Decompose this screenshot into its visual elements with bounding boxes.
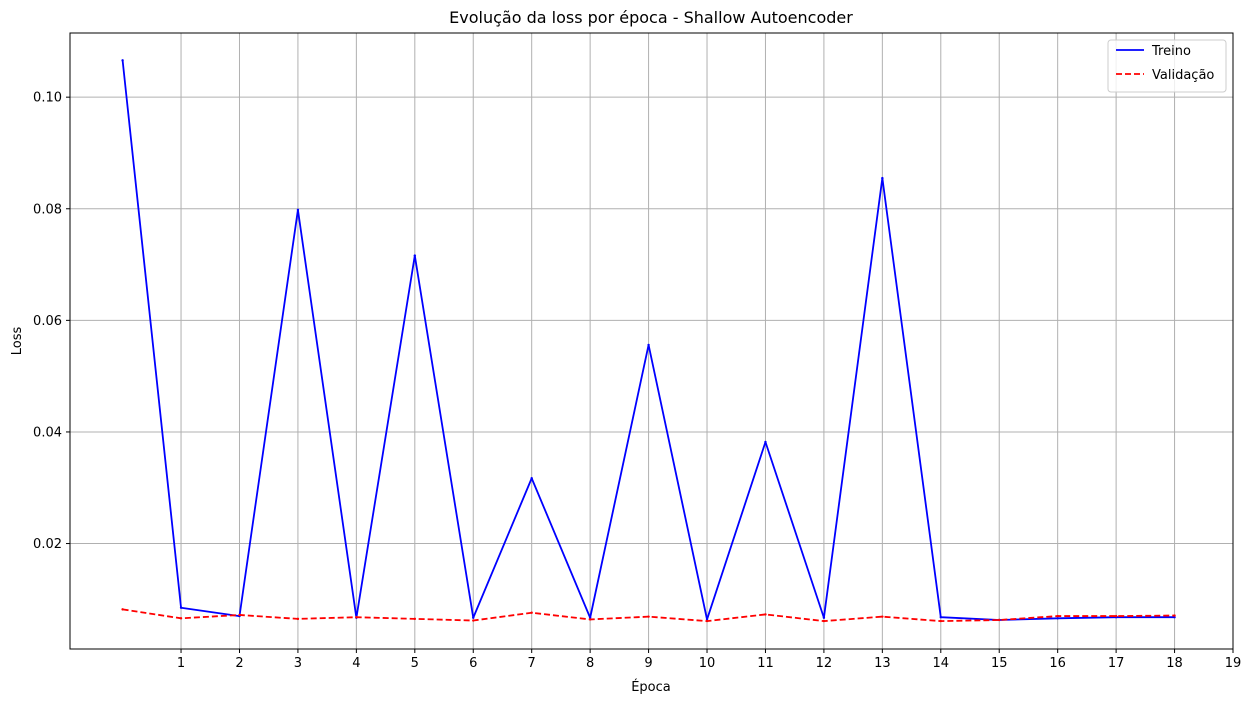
x-tick-label: 7 [528,656,536,671]
data-point-treino [588,616,592,619]
data-point-validacao [472,619,475,622]
data-point-treino [647,343,650,347]
x-tick-label: 12 [816,656,833,671]
y-tick-label: 0.04 [33,425,62,440]
data-point-validacao [296,617,300,621]
x-tick-label: 19 [1225,656,1242,671]
x-tick-label: 13 [874,656,891,671]
data-point-treino [413,254,417,257]
data-point-treino [1056,617,1059,620]
data-point-treino [1173,615,1176,619]
data-point-validacao [705,619,709,623]
y-tick-label: 0.06 [33,314,62,329]
data-point-validacao [998,618,1001,622]
data-point-validacao [1056,614,1059,618]
data-point-treino [179,606,183,609]
data-point-validacao [413,617,417,621]
data-point-treino [822,616,826,619]
data-point-validacao [647,615,650,618]
data-point-validacao [530,611,533,614]
data-point-treino [764,440,767,444]
y-tick-label: 0.02 [33,537,62,552]
data-point-treino [296,208,300,212]
data-point-validacao [1114,614,1118,618]
y-axis-label: Loss [10,327,25,356]
data-point-treino [939,615,942,619]
legend-label-validacao: Validação [1152,68,1214,83]
x-tick-label: 6 [469,656,477,671]
y-ticks: 0.02 0.04 0.06 0.08 0.10 [33,91,70,552]
x-tick-label: 8 [586,656,594,671]
x-tick-label: 15 [991,656,1008,671]
y-tick-label: 0.08 [33,202,62,217]
data-point-validacao [881,615,884,618]
data-point-validacao [939,619,942,623]
x-tick-label: 18 [1166,656,1183,671]
data-point-validacao [238,613,241,617]
data-point-treino [472,616,475,619]
data-point-validacao [121,608,124,611]
data-point-treino [881,176,884,180]
data-point-validacao [588,618,592,621]
data-point-treino [530,477,533,480]
series-layer [121,59,1176,623]
x-tick-label: 17 [1108,656,1125,671]
x-axis-label: Época [631,679,671,695]
data-point-validacao [179,617,183,620]
legend: Treino Validação [1107,39,1227,93]
legend-box [1107,39,1227,93]
data-point-validacao [764,613,767,616]
legend-label-treino: Treino [1151,44,1191,59]
x-tick-label: 4 [352,656,360,671]
data-point-treino [121,59,124,62]
data-point-validacao [355,615,358,619]
x-tick-label: 5 [411,656,419,671]
plot-frame [69,32,1234,650]
data-point-validacao [822,619,826,623]
data-point-treino [705,618,709,621]
x-tick-label: 16 [1049,656,1066,671]
data-point-validacao [1173,614,1176,617]
x-tick-label: 3 [294,656,302,671]
x-tick-label: 2 [235,656,243,671]
grid [70,33,1234,649]
x-ticks: 1 2 3 4 5 6 7 8 9 10 11 12 13 14 15 16 17 18 19 [177,649,1241,671]
x-tick-label: 14 [933,656,950,671]
x-tick-label: 9 [644,656,652,671]
x-tick-label: 1 [177,656,185,671]
y-tick-label: 0.10 [33,91,62,106]
x-tick-label: 11 [757,656,774,671]
x-tick-label: 10 [699,656,716,671]
chart-title: Evolução da loss por época - Shallow Aut… [449,8,853,27]
